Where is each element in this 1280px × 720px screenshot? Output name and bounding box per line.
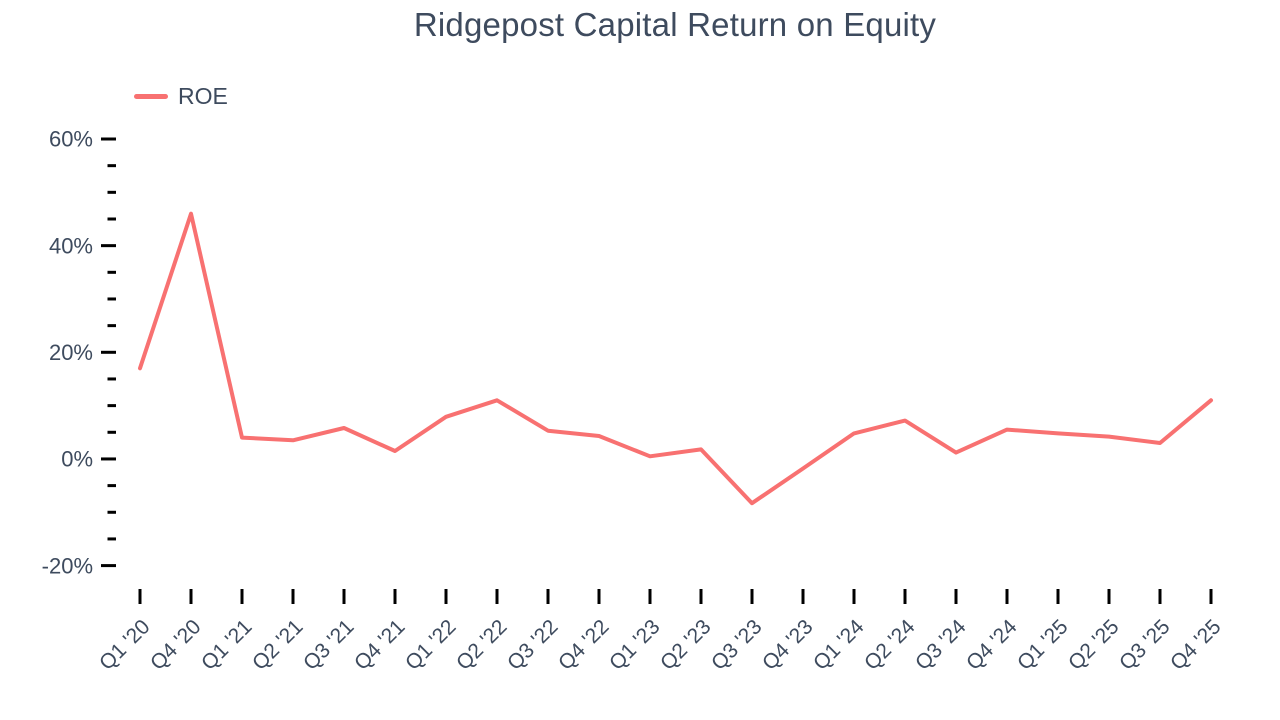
legend-label: ROE	[178, 82, 228, 109]
x-axis-label: Q4 '22	[554, 615, 614, 675]
x-axis-label: Q1 '20	[95, 615, 155, 675]
x-axis-label: Q4 '24	[962, 615, 1022, 675]
legend: ROE	[134, 82, 228, 110]
x-axis-label: Q2 '23	[656, 615, 716, 675]
x-axis-label: Q4 '25	[1166, 615, 1226, 675]
x-axis-label: Q1 '21	[197, 615, 257, 675]
y-axis-label: 60%	[49, 127, 93, 152]
x-axis-label: Q4 '21	[350, 615, 410, 675]
x-axis-label: Q2 '24	[860, 615, 920, 675]
y-axis-label: -20%	[42, 553, 93, 578]
x-axis-label: Q2 '25	[1064, 615, 1124, 675]
x-axis-label: Q1 '25	[1013, 615, 1073, 675]
x-axis-label: Q1 '22	[401, 615, 461, 675]
series-line-roe	[138, 211, 1213, 506]
x-axis-label: Q1 '23	[605, 615, 665, 675]
y-axis-minor-ticks	[107, 164, 116, 541]
x-axis-label: Q3 '25	[1115, 615, 1175, 675]
x-axis-label: Q2 '21	[248, 615, 308, 675]
x-axis-label: Q3 '23	[707, 615, 767, 675]
legend-line-swatch-icon	[134, 93, 168, 99]
chart-title: Ridgepost Capital Return on Equity	[413, 6, 937, 43]
y-axis-label: 40%	[49, 233, 93, 258]
y-axis-major-ticks: 60% 40% 20% 0% -20%	[42, 127, 116, 578]
x-axis-label: Q4 '20	[146, 615, 206, 675]
x-axis-label: Q3 '21	[299, 615, 359, 675]
x-axis-label: Q3 '24	[911, 615, 971, 675]
x-axis-label: Q3 '22	[503, 615, 563, 675]
x-axis-label: Q2 '22	[452, 615, 512, 675]
legend-item-roe[interactable]: ROE	[134, 82, 228, 110]
y-axis-label: 20%	[49, 340, 93, 365]
x-axis-label: Q4 '23	[758, 615, 818, 675]
y-axis-label: 0%	[61, 447, 93, 472]
x-axis-label: Q1 '24	[809, 615, 869, 675]
